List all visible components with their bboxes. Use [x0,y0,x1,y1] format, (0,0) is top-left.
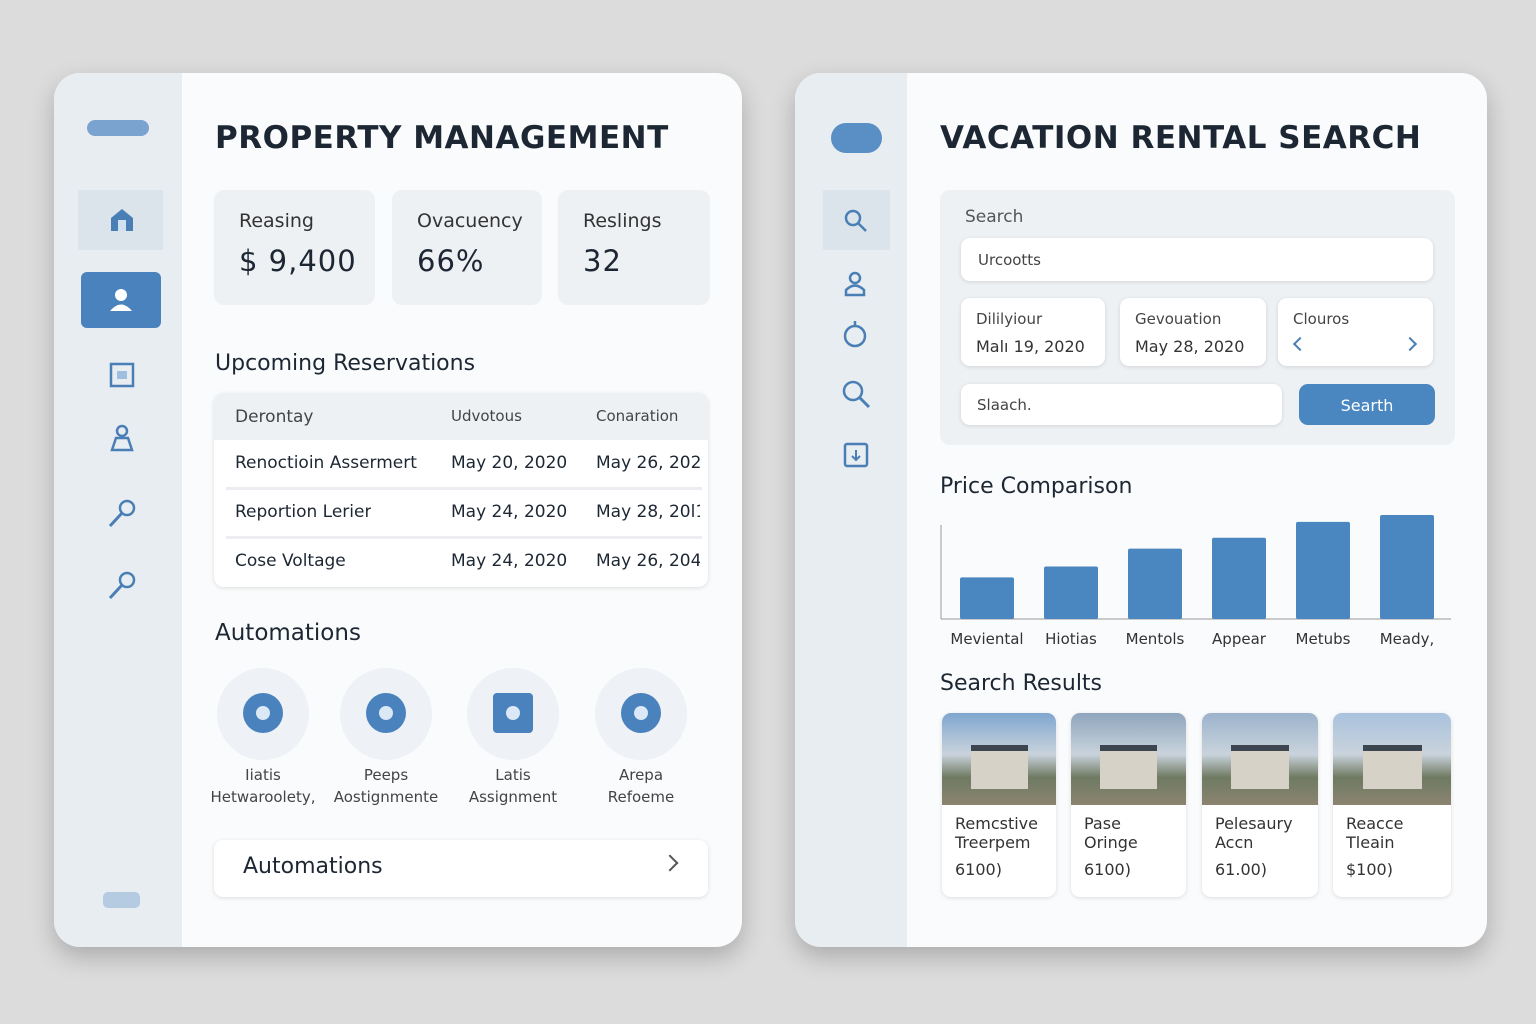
row-divider [226,487,702,490]
logo-pill [87,120,149,136]
result-price: 6100) [1084,860,1131,879]
stat-label: Reasing [239,210,314,232]
table-cell: May 26, 204 [596,551,700,571]
stat-card [558,190,710,305]
house-shape [1362,745,1422,789]
search-icon [842,380,871,409]
table-cell: Reportion Lerier [235,502,372,522]
automation-icon-inner [506,706,520,720]
key-icon [108,571,136,600]
result-price: $100) [1346,860,1393,879]
automation-icon-inner [256,706,270,720]
section-title: Search Results [940,671,1103,696]
house-shape [1231,745,1289,789]
second-input[interactable] [961,384,1282,425]
table-cell: May 24, 2020 [451,502,568,522]
field-value: Malı 19, 2020 [976,337,1085,356]
automation-label: Arepa [618,766,664,784]
stat-value: 32 [583,244,622,278]
automation-label: Refoeme [607,788,675,806]
table-cell: May 20, 2020 [451,453,568,473]
page-title: VACATION RENTAL SEARCH [940,120,1422,156]
result-price: 6100) [955,860,1002,879]
logo-pill [831,123,882,153]
row-divider [226,536,702,539]
stat-label: Ovacuency [417,210,523,232]
result-title: Reacce [1346,814,1404,833]
ring-icon [843,321,867,348]
automation-label: Peeps [363,766,409,784]
search-button[interactable]: Searth [1299,384,1435,425]
date-field[interactable] [1278,298,1433,366]
table-header: Udvotous [451,407,522,425]
automation-label: Hetwaroolety, [210,788,316,806]
table-cell: May 26, 202 [596,453,700,473]
field-label: Clouros [1293,310,1350,328]
table-header-bg [214,393,708,440]
person-icon [110,424,134,452]
table-cell: May 24, 2020 [451,551,568,571]
stat-card [214,190,375,305]
automations-button[interactable] [214,840,708,897]
stat-value: $ 9,400 [239,244,357,278]
footer-pill [103,892,140,908]
input-text: Urcootts [978,251,1041,269]
table-header: Conaration [596,407,679,425]
table-cell: Cose Voltage [235,551,346,571]
section-title: Upcoming Reservations [215,351,476,376]
search-label: Search [965,207,1024,227]
table-header: Derontay [235,407,314,427]
result-title: Accn [1215,833,1254,852]
input-text: Slaach. [977,396,1032,414]
doc-icon [109,362,135,388]
section-title: Automations [215,620,361,646]
result-price: 61.00) [1215,860,1268,879]
page-title: PROPERTY MANAGEMENT [215,120,669,156]
automation-label: Iiatis [245,766,281,784]
automation-label: Assignment [468,788,558,806]
section-title: Price Comparison [940,474,1133,499]
user-icon [844,271,866,297]
field-value: May 28, 2020 [1135,337,1245,356]
result-title: Oringe [1084,833,1138,852]
nav-item-active[interactable] [823,190,890,250]
automation-icon-inner [634,706,648,720]
automation-label: Latis [495,766,531,784]
field-label: Gevouation [1135,310,1222,328]
result-title: Remcstive [955,814,1038,833]
date-field[interactable] [1120,298,1266,366]
sidebar [54,73,182,947]
sidebar [795,73,907,947]
house-shape [970,745,1028,789]
result-title: Pelesaury [1215,814,1293,833]
table-cell: May 28, 20l1. [596,502,700,522]
stat-card [392,190,542,305]
stat-label: Reslings [583,210,662,232]
field-label: Dililyiour [976,310,1043,328]
result-title: Tleain [1346,833,1395,852]
date-field[interactable] [961,298,1105,366]
table-cell: Renoctioin Assermert [235,453,417,473]
result-title: Treerpem [955,833,1031,852]
search-icon [844,209,867,232]
user-icon [110,289,132,311]
result-title: Pase [1084,814,1121,833]
home-icon [111,209,133,231]
search-input[interactable] [961,238,1433,281]
house-shape [1099,745,1158,789]
button-label: Automations [243,854,383,879]
automation-label: Aostignmente [333,788,439,806]
calendar-icon [843,442,869,468]
stat-value: 66% [417,244,485,278]
automation-icon-inner [379,706,393,720]
key-icon [108,499,136,528]
